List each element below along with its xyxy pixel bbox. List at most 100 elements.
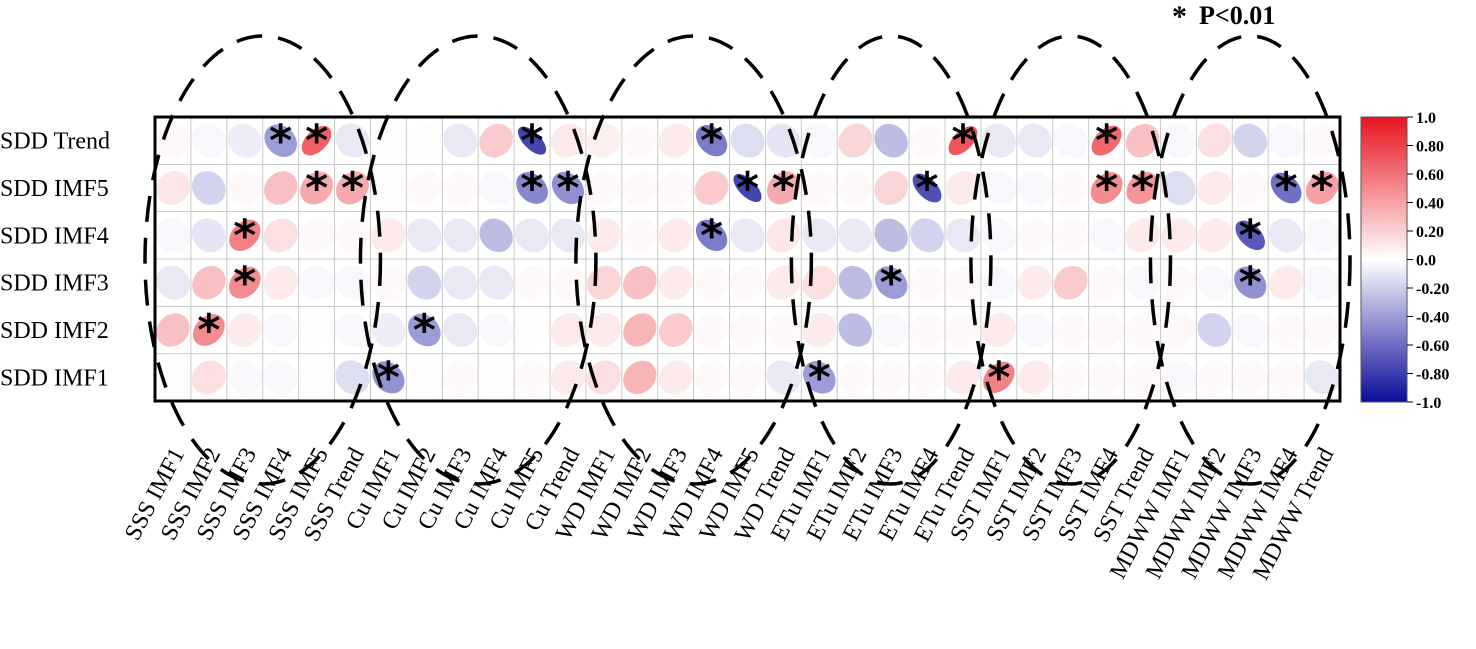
cell-ellipse-sdd-imf1-wd-imf5 — [730, 360, 765, 395]
significance-star: * — [233, 210, 256, 261]
cell-ellipse-sdd-imf2-wd-imf4 — [694, 312, 729, 348]
cell-ellipse-sdd-imf4-sst-imf1 — [981, 218, 1016, 253]
cell-ellipse-sdd-imf5-cu-imf4 — [479, 170, 514, 206]
cell-ellipse-sdd-imf5-mdww-imf4 — [1270, 172, 1302, 204]
cell-ellipse-sdd-imf2-etu-trend — [945, 312, 981, 348]
cell-ellipse-sdd-imf1-mdww-imf2 — [1197, 360, 1232, 395]
cell-ellipse-sdd-imf1-mdww-imf1 — [1161, 360, 1196, 395]
cell-ellipse-sdd-trend-wd-imf3 — [658, 123, 693, 158]
cell-ellipse-sdd-imf4-wd-trend — [766, 218, 801, 253]
cell-ellipse-sdd-imf2-sss-imf3 — [227, 312, 262, 348]
cell-ellipse-sdd-imf3-sst-trend — [1125, 265, 1160, 300]
significance-star: * — [880, 258, 903, 309]
cell-ellipse-sdd-imf5-wd-imf3 — [658, 170, 693, 206]
cell-ellipse-sdd-imf3-cu-imf4 — [479, 265, 514, 300]
cell-ellipse-sdd-imf2-sss-trend — [335, 312, 370, 348]
cell-ellipse-sdd-imf2-cu-imf2 — [408, 313, 441, 347]
cell-ellipse-sdd-imf2-mdww-imf1 — [1161, 312, 1196, 348]
cell-ellipse-sdd-imf4-sss-imf1 — [155, 218, 191, 253]
cell-ellipse-sdd-imf1-cu-imf3 — [443, 360, 478, 395]
colorbar: 1.0 0.80 0.60 0.40 0.20 0.0 -0.20 -0.40 -0.60 -0.… — [1360, 110, 1449, 412]
cell-ellipse-sdd-imf4-mdww-imf4 — [1269, 218, 1304, 253]
cell-ellipse-sdd-imf3-mdww-imf4 — [1269, 265, 1304, 300]
group-outline-cu — [358, 34, 598, 486]
cell-ellipse-sdd-imf3-wd-imf3 — [658, 265, 693, 300]
colorbar-tick-label: -0.60 — [1416, 338, 1449, 355]
significance-star: * — [233, 258, 256, 309]
cell-ellipse-sdd-imf2-wd-imf1 — [586, 312, 621, 348]
colorbar-tick-label: -0.40 — [1416, 310, 1449, 327]
cell-ellipse-sdd-trend-sst-trend — [1125, 123, 1160, 158]
cell-ellipse-sdd-imf5-etu-imf4 — [912, 173, 942, 203]
cell-ellipse-sdd-imf2-sst-imf3 — [1053, 312, 1088, 348]
cell-ellipse-sdd-imf1-wd-imf4 — [694, 360, 729, 395]
colorbar-tick-label: 0.40 — [1416, 196, 1444, 213]
cell-ellipse-sdd-imf1-sst-imf3 — [1053, 360, 1088, 395]
colorbar-tick-label: -0.80 — [1416, 367, 1449, 384]
cell-ellipse-sdd-imf3-sss-imf5 — [299, 265, 334, 300]
cell-ellipse-sdd-imf3-wd-imf1 — [586, 265, 621, 300]
cell-ellipse-sdd-imf1-etu-imf2 — [838, 360, 873, 395]
cell-ellipse-sdd-imf5-mdww-imf1 — [1161, 171, 1196, 205]
cell-ellipse-sdd-imf3-sss-trend — [335, 265, 370, 300]
cell-ellipse-sdd-imf5-sss-imf1 — [155, 170, 190, 206]
cell-ellipse-sdd-imf4-cu-trend — [550, 218, 585, 253]
cell-ellipse-sdd-trend-sss-trend — [335, 123, 370, 158]
cell-ellipse-sdd-imf2-sss-imf5 — [299, 312, 334, 348]
significance-star: * — [1239, 258, 1262, 309]
cell-ellipse-sdd-trend-mdww-imf2 — [1197, 123, 1232, 158]
cell-ellipse-sdd-imf5-etu-trend — [945, 170, 980, 206]
cell-ellipse-sdd-imf5-mdww-imf3 — [1233, 170, 1268, 206]
cell-ellipse-sdd-trend-etu-imf4 — [909, 123, 945, 158]
cell-ellipse-sdd-imf2-sst-imf4 — [1089, 312, 1124, 348]
cell-ellipse-sdd-imf5-cu-imf2 — [407, 170, 442, 206]
cell-ellipse-sdd-imf1-mdww-imf3 — [1233, 360, 1268, 395]
significance-label: P<0.01 — [1199, 1, 1275, 30]
cell-ellipse-sdd-imf4-cu-imf3 — [443, 218, 478, 253]
colorbar-tick-label: 0.0 — [1416, 253, 1436, 270]
colorbar-tick-label: 1.0 — [1416, 110, 1436, 127]
cell-ellipse-sdd-imf5-sss-imf3 — [227, 170, 262, 206]
cell-ellipse-sdd-imf2-wd-imf2 — [623, 313, 657, 347]
cell-ellipse-sdd-imf2-cu-imf3 — [443, 312, 478, 348]
cell-ellipse-sdd-imf4-mdww-imf3 — [1235, 220, 1266, 251]
colorbar-gradient — [1360, 116, 1408, 403]
cell-ellipse-sdd-imf3-mdww-imf1 — [1161, 265, 1196, 300]
significance-star: * — [1095, 116, 1118, 167]
cell-ellipse-sdd-imf5-cu-imf3 — [443, 170, 478, 206]
cell-ellipse-sdd-trend-wd-trend — [766, 123, 801, 158]
cell-ellipse-sdd-imf3-wd-imf5 — [730, 265, 765, 300]
cell-ellipse-sdd-imf2-sst-imf1 — [981, 312, 1016, 348]
cell-ellipse-sdd-imf5-sst-imf2 — [1017, 170, 1052, 206]
cell-ellipse-sdd-imf3-sss-imf4 — [263, 265, 298, 300]
cell-ellipse-sdd-imf4-cu-imf1 — [371, 218, 406, 253]
significance-star: * — [700, 116, 723, 167]
significance-star: * — [951, 116, 974, 167]
row-label-sdd-imf1: SDD IMF1 — [0, 365, 109, 391]
cell-ellipse-sdd-imf5-wd-imf1 — [586, 170, 621, 206]
significance-markers: * * * * * ** * * * * * * * * * ** * ** * ** ** * * — [197, 116, 1333, 404]
cell-ellipse-sdd-imf2-mdww-trend — [1304, 312, 1340, 348]
cell-ellipse-sdd-imf4-wd-imf3 — [658, 218, 693, 253]
cell-ellipse-sdd-imf3-sss-imf3 — [228, 266, 261, 299]
cell-ellipse-sdd-imf3-sst-imf1 — [981, 265, 1016, 300]
cell-ellipse-sdd-imf3-sst-imf3 — [1053, 265, 1088, 300]
group-outlines — [143, 34, 1352, 486]
row-label-sdd-imf5: SDD IMF5 — [0, 176, 109, 202]
significance-star: * — [556, 163, 579, 214]
cell-ellipse-sdd-imf3-sst-imf4 — [1089, 265, 1124, 300]
cell-ellipse-sdd-trend-etu-trend — [948, 126, 978, 156]
cell-ellipse-sdd-imf5-wd-imf4 — [694, 171, 729, 205]
cell-ellipse-sdd-imf5-etu-imf1 — [802, 170, 837, 206]
cell-ellipse-sdd-imf3-mdww-trend — [1304, 265, 1340, 300]
cell-ellipse-sdd-imf4-sss-imf4 — [263, 218, 298, 253]
cell-ellipse-sdd-imf1-cu-imf5 — [514, 360, 550, 395]
cell-ellipse-sdd-imf2-mdww-imf2 — [1197, 313, 1232, 347]
cell-ellipse-sdd-trend-cu-imf4 — [479, 123, 513, 158]
significance-star: * — [916, 163, 939, 214]
cell-ellipse-sdd-imf5-sst-trend — [1126, 171, 1159, 205]
cell-ellipse-sdd-imf1-etu-trend — [945, 360, 980, 395]
significance-star: * — [1131, 163, 1154, 214]
cell-ellipse-sdd-trend-mdww-imf1 — [1161, 123, 1196, 158]
cell-ellipse-sdd-imf2-cu-trend — [550, 312, 585, 348]
